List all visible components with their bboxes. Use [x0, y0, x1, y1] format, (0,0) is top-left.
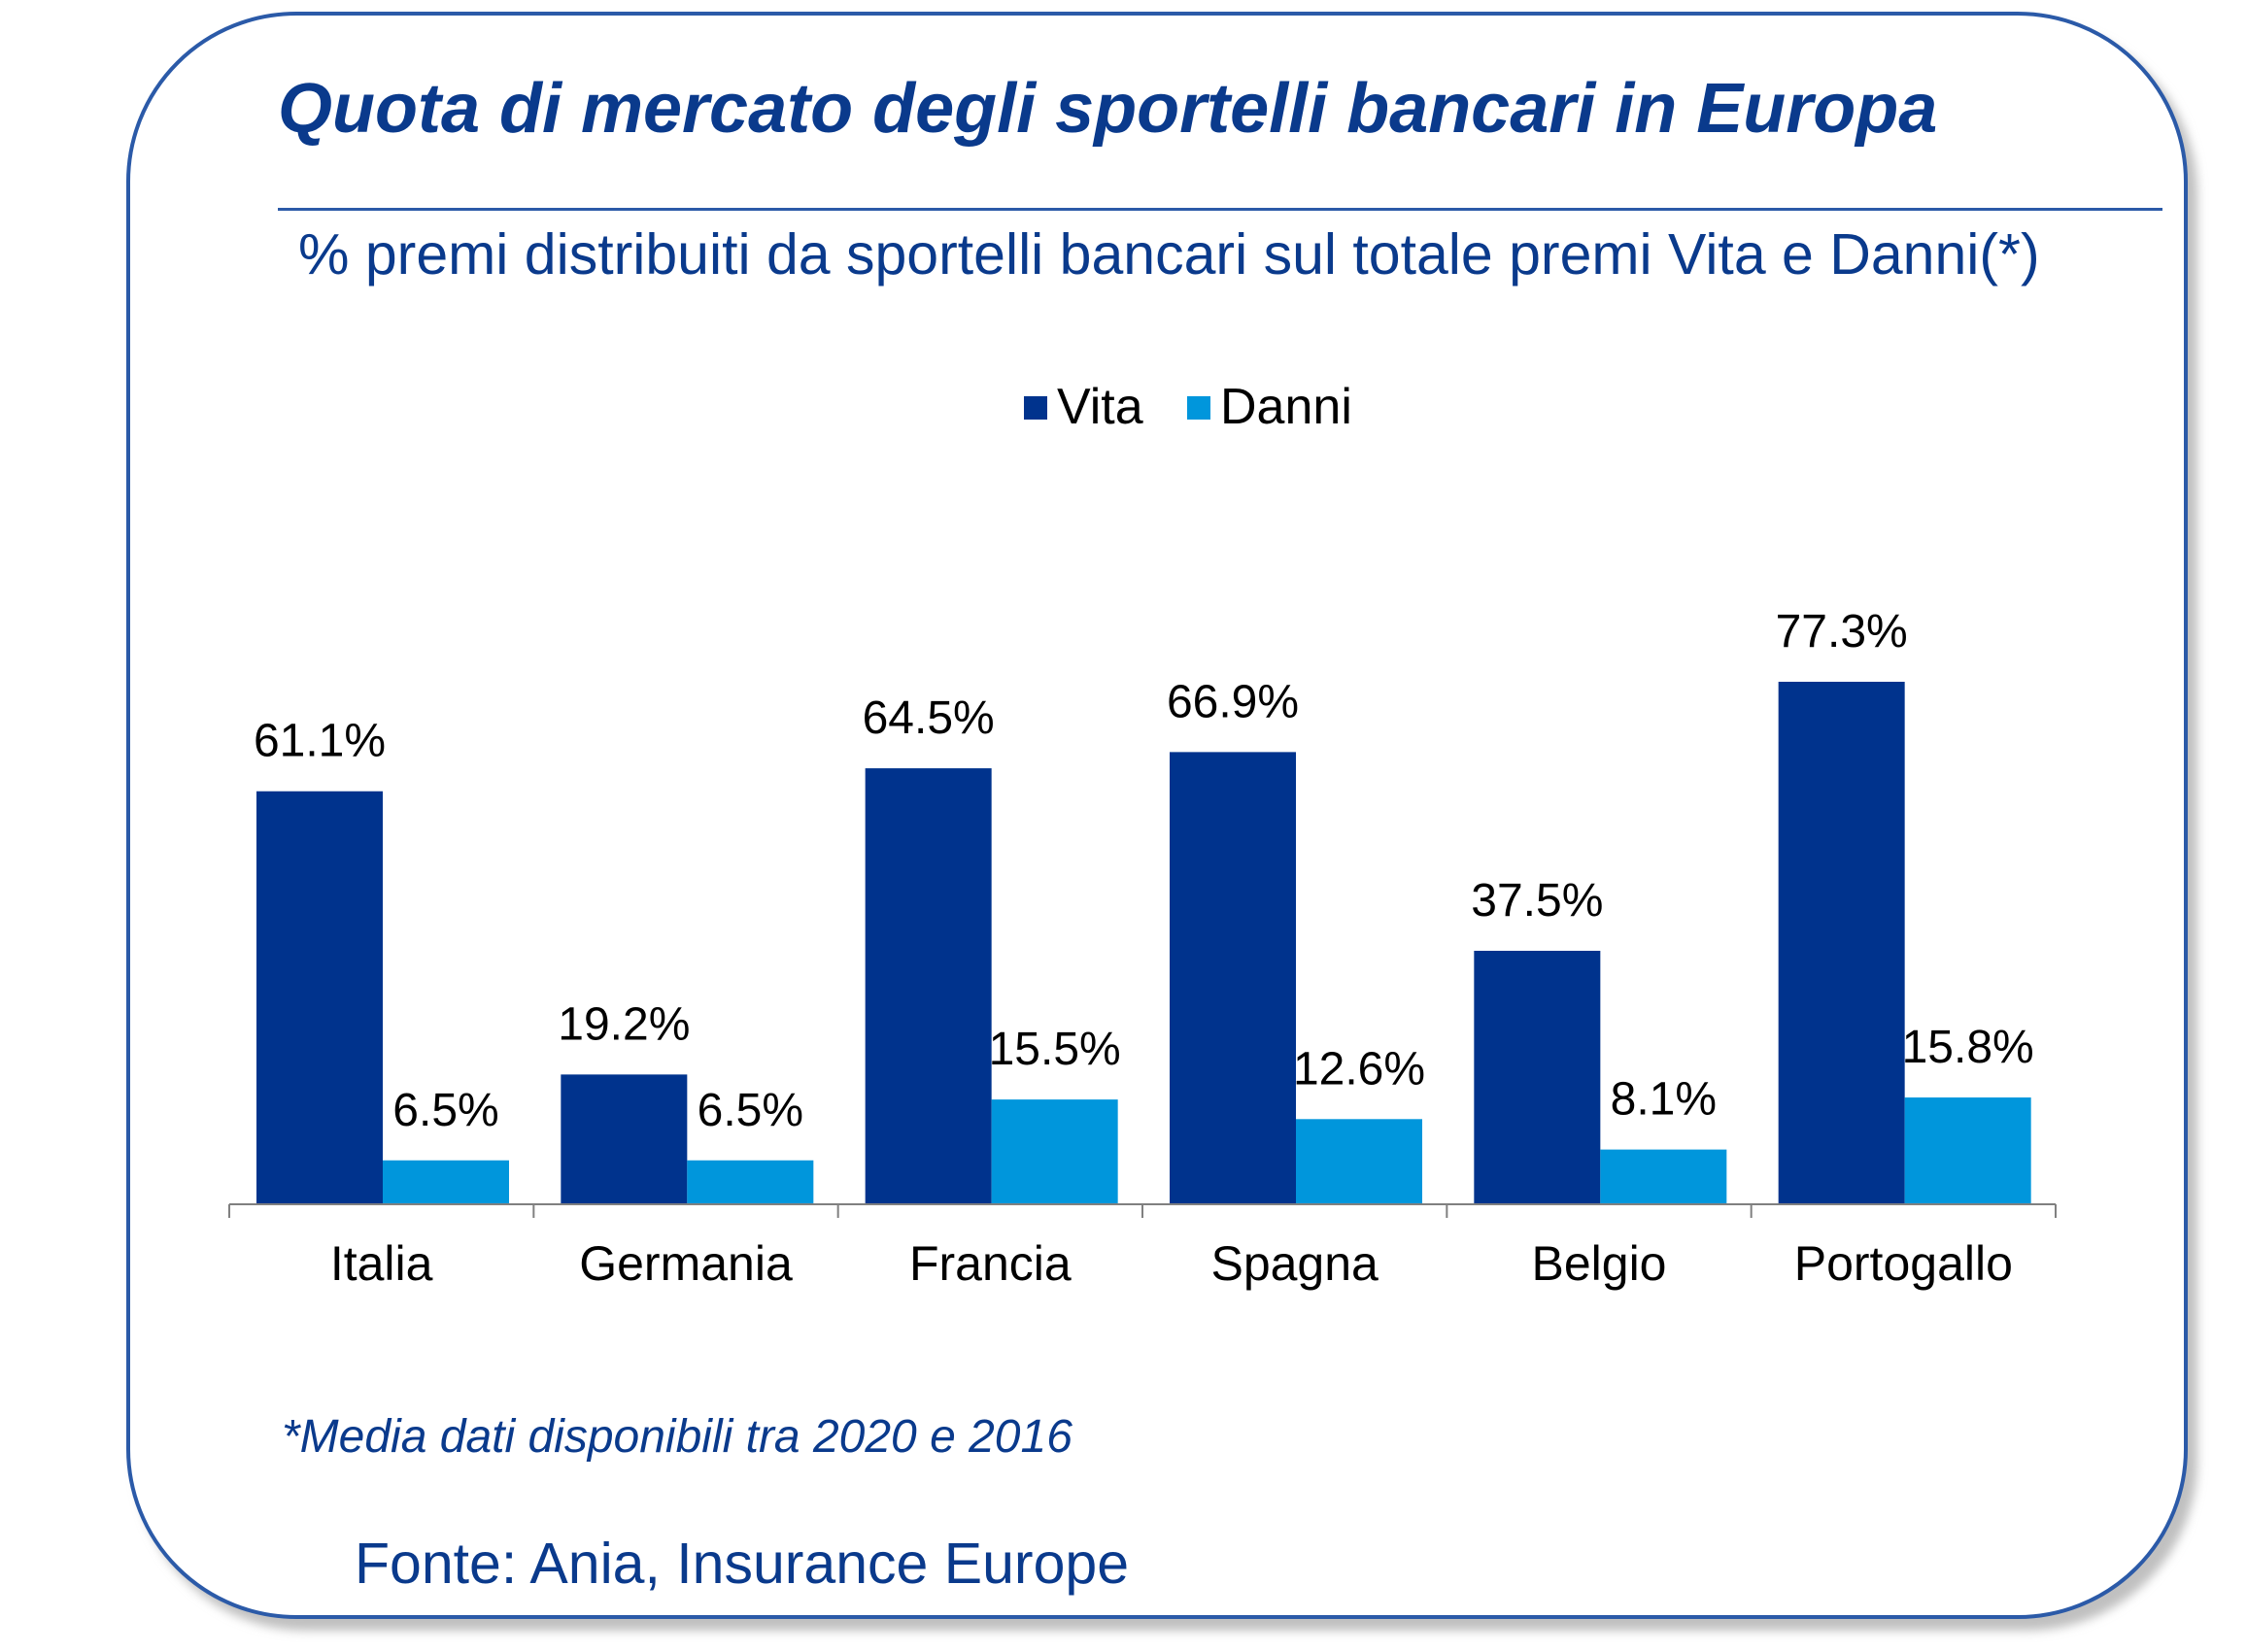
data-label-danni-italia: 6.5% — [392, 1085, 498, 1136]
bar-danni-belgio — [1600, 1149, 1727, 1204]
category-label-spagna: Spagna — [1210, 1236, 1379, 1291]
data-label-vita-germania: 19.2% — [558, 998, 690, 1050]
footnote: *Media dati disponibili tra 2020 e 2016 — [282, 1411, 1072, 1463]
legend-label-vita: Vita — [1057, 379, 1143, 435]
data-label-vita-belgio: 37.5% — [1471, 875, 1603, 927]
legend-swatch-vita — [1024, 396, 1047, 420]
data-label-danni-belgio: 8.1% — [1611, 1074, 1717, 1126]
x-axis — [228, 1203, 2057, 1218]
bar-vita-belgio — [1474, 951, 1601, 1204]
data-label-danni-spagna: 12.6% — [1293, 1043, 1425, 1095]
category-label-italia: Italia — [330, 1236, 433, 1291]
data-label-vita-portogallo: 77.3% — [1776, 606, 1908, 657]
bar-danni-francia — [991, 1099, 1118, 1204]
value-labels-group: 61.1%6.5%19.2%6.5%64.5%15.5%66.9%12.6%37… — [254, 606, 2034, 1136]
bar-danni-germania — [687, 1160, 814, 1204]
data-label-danni-portogallo: 15.8% — [1902, 1022, 2034, 1073]
bar-vita-francia — [865, 768, 992, 1204]
bar-vita-italia — [256, 791, 383, 1204]
legend-label-danni: Danni — [1220, 379, 1352, 435]
legend: Vita Danni — [1024, 379, 1352, 435]
bar-vita-portogallo — [1778, 681, 1905, 1204]
bar-danni-italia — [383, 1160, 509, 1204]
source-note: Fonte: Ania, Insurance Europe — [355, 1532, 1130, 1596]
category-labels-group: Italia Germania Francia Spagna Belgio Portoga… — [330, 1236, 2013, 1291]
category-label-belgio: Belgio — [1532, 1236, 1667, 1291]
bars-group — [256, 681, 2031, 1204]
legend-swatch-danni — [1187, 396, 1210, 420]
category-label-germania: Germania — [579, 1236, 793, 1291]
bar-danni-spagna — [1296, 1119, 1422, 1204]
data-label-vita-italia: 61.1% — [254, 716, 386, 767]
category-label-portogallo: Portogallo — [1794, 1236, 2013, 1291]
bar-vita-spagna — [1170, 752, 1296, 1204]
data-label-danni-germania: 6.5% — [698, 1085, 803, 1136]
category-label-francia: Francia — [909, 1236, 1072, 1291]
data-label-danni-francia: 15.5% — [989, 1024, 1121, 1075]
chart-title: Quota di mercato degli sportelli bancari… — [278, 70, 1938, 148]
data-label-vita-spagna: 66.9% — [1167, 676, 1299, 727]
title-divider — [278, 208, 2162, 211]
bar-danni-portogallo — [1904, 1097, 2031, 1204]
bar-vita-germania — [561, 1074, 688, 1204]
data-label-vita-francia: 64.5% — [863, 692, 995, 744]
chart-subtitle: % premi distribuiti da sportelli bancari… — [298, 222, 2040, 287]
